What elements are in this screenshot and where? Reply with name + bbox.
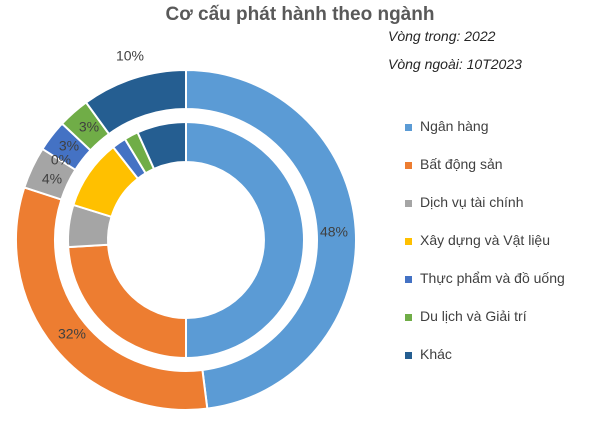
data-label-bat-dong-san: 32% <box>58 326 86 342</box>
legend-label: Xây dựng và Vật liệu <box>420 232 551 248</box>
legend-label: Thực phẩm và đồ uống <box>420 270 565 286</box>
data-label-khac: 10% <box>116 48 144 64</box>
outer-ring-note: Vòng ngoài: 10T2023 <box>388 56 522 72</box>
legend-swatch <box>405 352 412 359</box>
legend-swatch <box>405 124 412 131</box>
legend-item-ngan-hang: Ngân hàng <box>405 118 565 156</box>
legend-swatch <box>405 314 412 321</box>
data-label-ngan-hang: 48% <box>320 224 348 240</box>
inner-ring-note: Vòng trong: 2022 <box>388 28 496 44</box>
chart-title: Cơ cấu phát hành theo ngành <box>165 4 435 25</box>
legend-item-bat-dong-san: Bất động sản <box>405 156 565 194</box>
outer-slice-khac <box>84 68 187 136</box>
legend-label: Ngân hàng <box>420 118 489 134</box>
data-label-xay-dung-va-vat-lieu: 0% <box>51 152 71 168</box>
chart-legend: Ngân hàng Bất động sản Dịch vụ tài chính Xâ… <box>405 118 565 384</box>
inner-slice-ngan-hang <box>185 120 305 360</box>
legend-swatch <box>405 238 412 245</box>
legend-item-xay-dung-va-vat-lieu: Xây dựng và Vật liệu <box>405 232 565 270</box>
legend-label: Du lịch và Giải trí <box>420 308 527 324</box>
legend-label: Bất động sản <box>420 156 503 172</box>
legend-item-thuc-pham-va-do-uong: Thực phẩm và đồ uống <box>405 270 565 308</box>
legend-item-khac: Khác <box>405 346 565 384</box>
legend-swatch <box>405 276 412 283</box>
data-label-thuc-pham-va-do-uong: 3% <box>59 138 79 154</box>
legend-label: Khác <box>420 346 452 362</box>
legend-item-du-lich-va-giai-tri: Du lịch và Giải trí <box>405 308 565 346</box>
legend-label: Dịch vụ tài chính <box>420 194 524 210</box>
legend-swatch <box>405 200 412 207</box>
inner-slice-khac <box>136 120 187 171</box>
outer-slice-ngan-hang <box>185 68 357 410</box>
data-label-dich-vu-tai-chinh: 4% <box>42 171 62 187</box>
data-label-du-lich-va-giai-tri: 3% <box>79 119 99 135</box>
legend-item-dich-vu-tai-chinh: Dịch vụ tài chính <box>405 194 565 232</box>
legend-swatch <box>405 162 412 169</box>
